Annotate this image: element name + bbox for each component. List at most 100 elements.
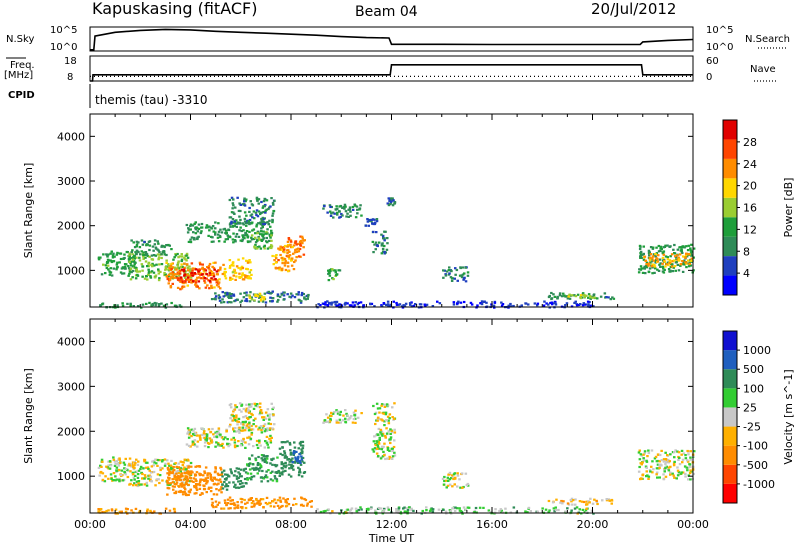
data-cell — [166, 472, 169, 475]
data-cell — [245, 298, 248, 301]
data-cell — [134, 462, 137, 465]
data-cell — [388, 413, 392, 416]
data-cell — [191, 443, 194, 446]
data-cell — [377, 440, 380, 443]
data-cell — [664, 244, 667, 247]
data-cell — [234, 206, 237, 209]
data-cell — [214, 500, 218, 503]
data-cell — [188, 476, 192, 479]
data-cell — [390, 457, 394, 460]
data-cell — [219, 433, 222, 436]
data-cell — [335, 305, 338, 308]
data-cell — [256, 239, 259, 242]
data-cell — [596, 297, 599, 300]
data-cell — [263, 476, 267, 479]
data-cell — [685, 245, 688, 248]
data-cell — [97, 258, 101, 261]
data-cell — [376, 447, 379, 450]
data-cell — [182, 268, 186, 271]
data-cell — [268, 418, 271, 421]
data-cell — [448, 266, 451, 269]
data-cell — [288, 295, 291, 298]
data-cell — [443, 479, 446, 483]
data-cell — [686, 460, 690, 463]
data-cell — [216, 430, 219, 433]
data-cell — [136, 484, 139, 488]
data-cell — [330, 414, 333, 417]
data-cell — [237, 420, 240, 423]
data-cell — [138, 259, 142, 262]
data-cell — [266, 247, 270, 250]
data-cell — [231, 221, 235, 224]
data-cell — [187, 465, 190, 468]
data-cell — [574, 498, 577, 501]
data-cell — [169, 285, 173, 288]
data-cell — [391, 406, 394, 409]
data-cell — [592, 512, 595, 515]
data-cell — [143, 240, 146, 243]
data-cell — [239, 468, 243, 471]
data-cell — [392, 445, 396, 449]
data-cell — [500, 304, 504, 307]
data-cell — [151, 265, 154, 268]
data-cell — [221, 291, 224, 294]
data-cell — [194, 482, 198, 486]
data-cell — [554, 303, 558, 306]
data-cell — [336, 213, 339, 216]
data-cell — [294, 248, 297, 252]
data-cell — [256, 472, 259, 475]
data-cell — [238, 431, 241, 434]
data-cell — [291, 457, 294, 460]
data-cell — [276, 300, 279, 303]
data-cell — [230, 438, 233, 441]
data-cell — [441, 477, 445, 480]
data-cell — [222, 301, 226, 304]
data-cell — [570, 500, 573, 503]
data-cell — [283, 264, 287, 267]
data-cell — [450, 270, 453, 273]
data-cell — [217, 269, 220, 272]
data-cell — [219, 268, 222, 271]
data-cell — [183, 490, 186, 493]
data-cell — [247, 443, 251, 446]
data-cell — [181, 461, 184, 464]
data-cell — [206, 284, 209, 287]
data-cell — [243, 197, 246, 200]
data-cell — [548, 509, 551, 512]
data-cell — [651, 247, 655, 250]
data-cell — [665, 263, 668, 266]
data-cell — [241, 234, 244, 237]
data-cell — [168, 277, 171, 280]
data-cell — [655, 252, 659, 255]
data-cell — [207, 446, 210, 449]
data-cell — [109, 473, 113, 476]
data-cell — [387, 304, 390, 307]
data-cell — [474, 506, 478, 510]
data-cell — [237, 467, 240, 470]
data-cell — [170, 267, 173, 271]
data-cell — [570, 509, 573, 512]
data-cell — [215, 270, 219, 273]
data-cell — [247, 408, 250, 411]
data-cell — [647, 262, 651, 265]
data-cell — [219, 466, 222, 469]
data-cell — [195, 471, 199, 474]
colorbar-tick-label: 20 — [743, 180, 757, 193]
data-cell — [647, 249, 651, 252]
data-cell — [216, 270, 220, 273]
data-cell — [178, 304, 182, 307]
data-cell — [208, 472, 212, 475]
data-cell — [278, 472, 282, 475]
data-cell — [281, 262, 284, 265]
data-cell — [262, 424, 266, 427]
colorbar-tick-label: -500 — [743, 459, 768, 472]
data-cell — [393, 428, 396, 431]
data-cell — [244, 415, 248, 418]
data-cell — [247, 411, 251, 414]
data-cell — [161, 467, 164, 470]
data-cell — [183, 458, 186, 461]
data-cell — [410, 508, 413, 512]
data-cell — [681, 270, 685, 273]
data-cell — [128, 464, 131, 467]
data-cell — [159, 466, 162, 469]
